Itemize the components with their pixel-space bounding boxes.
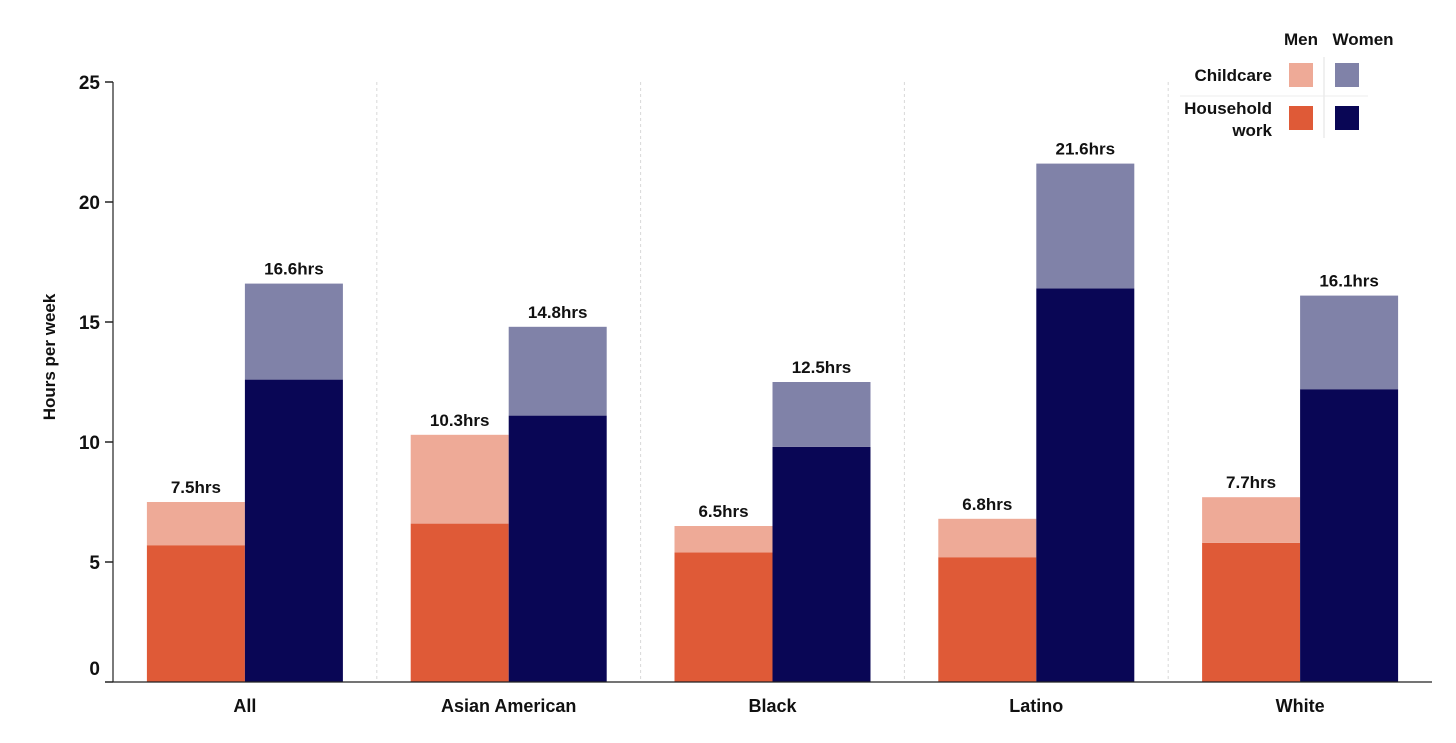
bar-women-household-work (1300, 389, 1399, 682)
bar-total-label: 6.8hrs (962, 495, 1012, 514)
bar-men-childcare (938, 518, 1037, 558)
y-tick-label: 20 (79, 193, 100, 214)
y-tick-label: 10 (79, 433, 100, 454)
legend-swatch (1289, 106, 1313, 130)
bar-total-label: 16.6hrs (264, 260, 324, 279)
y-tick-label: 5 (89, 553, 100, 574)
bar-women-childcare (1036, 163, 1135, 289)
bar-men-household-work (674, 552, 773, 682)
bar-women-childcare (244, 283, 343, 380)
bar-women-household-work (772, 446, 871, 682)
x-tick-label: All (233, 696, 256, 716)
legend-row-label: Household work (1184, 99, 1272, 140)
bar-total-label: 12.5hrs (792, 358, 852, 377)
bar-women-childcare (1300, 295, 1399, 390)
bar-men-childcare (674, 526, 773, 553)
y-tick-label: 15 (79, 313, 101, 334)
legend-column-label: Women (1332, 30, 1393, 49)
y-axis-label: Hours per week (40, 293, 59, 420)
bar-women-household-work (1036, 288, 1135, 682)
x-tick-label: Latino (1009, 696, 1063, 716)
bar-women-childcare (508, 326, 607, 416)
legend-swatch (1335, 63, 1359, 87)
legend-row-label: Childcare (1195, 66, 1272, 85)
bar-men-household-work (938, 557, 1037, 682)
y-tick-label: 0 (89, 659, 100, 680)
bar-total-label: 6.5hrs (698, 502, 748, 521)
x-tick-label: White (1276, 696, 1325, 716)
bar-total-label: 10.3hrs (430, 411, 490, 430)
bar-total-label: 14.8hrs (528, 303, 588, 322)
bar-women-household-work (508, 415, 607, 682)
bar-men-childcare (146, 502, 245, 546)
bar-men-childcare (410, 434, 509, 524)
bar-women-household-work (244, 379, 343, 682)
bar-men-household-work (1202, 542, 1301, 682)
x-tick-label: Asian American (441, 696, 576, 716)
bar-men-household-work (146, 545, 245, 682)
bar-men-childcare (1202, 497, 1301, 543)
bar-total-label: 16.1hrs (1319, 272, 1379, 291)
legend-swatch (1289, 63, 1313, 87)
bar-women-childcare (772, 382, 871, 447)
bar-total-label: 7.7hrs (1226, 473, 1276, 492)
x-tick-label: Black (748, 696, 797, 716)
bar-total-label: 7.5hrs (171, 478, 221, 497)
legend-swatch (1335, 106, 1359, 130)
y-tick-label: 25 (79, 73, 101, 94)
bar-total-label: 21.6hrs (1056, 140, 1116, 159)
bar-men-household-work (410, 523, 509, 682)
legend-column-label: Men (1284, 30, 1318, 49)
